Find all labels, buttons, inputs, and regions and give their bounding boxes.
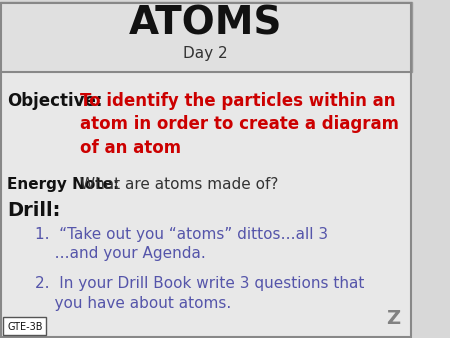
Text: 2.  In your Drill Book write 3 questions that
    you have about atoms.: 2. In your Drill Book write 3 questions … (35, 276, 364, 311)
Text: GTE-3B: GTE-3B (7, 322, 43, 332)
Text: Day 2: Day 2 (184, 46, 228, 61)
Text: Drill:: Drill: (7, 201, 61, 220)
Text: Objective:: Objective: (7, 92, 103, 110)
Text: ATOMS: ATOMS (129, 5, 283, 43)
FancyBboxPatch shape (0, 2, 412, 72)
Text: To identify the particles within an
atom in order to create a diagram
of an atom: To identify the particles within an atom… (81, 92, 400, 157)
FancyBboxPatch shape (3, 317, 46, 335)
Text: 1.  “Take out you “atoms” dittos…all 3
    …and your Agenda.: 1. “Take out you “atoms” dittos…all 3 …a… (35, 227, 328, 262)
FancyBboxPatch shape (0, 72, 412, 338)
Text: What are atoms made of?: What are atoms made of? (81, 177, 279, 192)
Text: Z: Z (386, 309, 400, 328)
Text: Energy Note:: Energy Note: (7, 177, 120, 192)
